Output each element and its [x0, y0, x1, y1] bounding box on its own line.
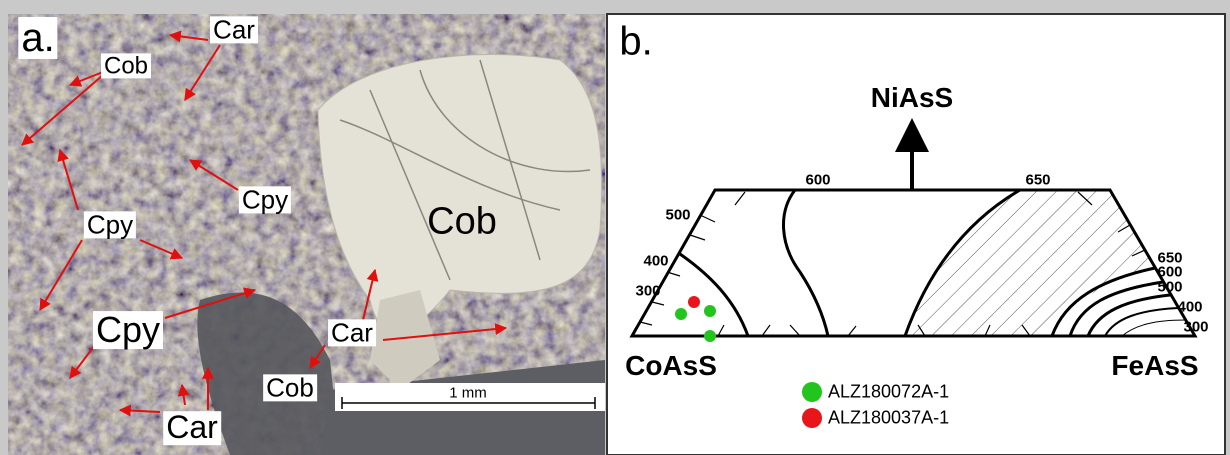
isotherm-label: 300	[635, 283, 660, 300]
scale-bar-label: 1 mm	[449, 385, 487, 402]
isotherm-label: 400	[643, 253, 668, 270]
corner-label: FeAsS	[1111, 350, 1198, 382]
figure: a. Car Cob Cpy Cpy Cob Cpy Car Cob Car 1 mm b. NiAsS…	[0, 0, 1230, 455]
corner-label: CoAsS	[625, 350, 717, 382]
data-point	[675, 308, 687, 320]
data-point	[688, 296, 700, 308]
annotation: Car	[328, 319, 376, 346]
annotation: Cob	[427, 201, 497, 244]
legend-swatch	[802, 382, 822, 402]
legend-swatch	[802, 408, 822, 428]
annotation: Cpy	[84, 211, 136, 238]
isotherm-label: 650	[1025, 172, 1050, 189]
apex-label: NiAsS	[871, 82, 953, 114]
isotherm-label: 500	[665, 207, 690, 224]
annotation: Cob	[263, 374, 317, 401]
legend-label: ALZ180037A-1	[828, 408, 949, 429]
annotation: Cob	[101, 53, 151, 78]
legend-label: ALZ180072A-1	[828, 382, 949, 403]
figure-graphics	[0, 0, 1230, 455]
isotherm-label: 500	[1157, 279, 1182, 296]
panel-label: b.	[619, 20, 652, 65]
isotherm-label: 300	[1183, 319, 1208, 336]
annotation: Cpy	[93, 311, 163, 349]
annotation: Car	[210, 16, 258, 43]
isotherm-label: 600	[805, 172, 830, 189]
data-point	[704, 305, 716, 317]
annotation: Car	[163, 411, 221, 445]
panel-label: a.	[18, 17, 57, 59]
annotation: Cpy	[239, 186, 291, 213]
isotherm-label: 400	[1177, 299, 1202, 316]
data-point	[704, 330, 716, 342]
